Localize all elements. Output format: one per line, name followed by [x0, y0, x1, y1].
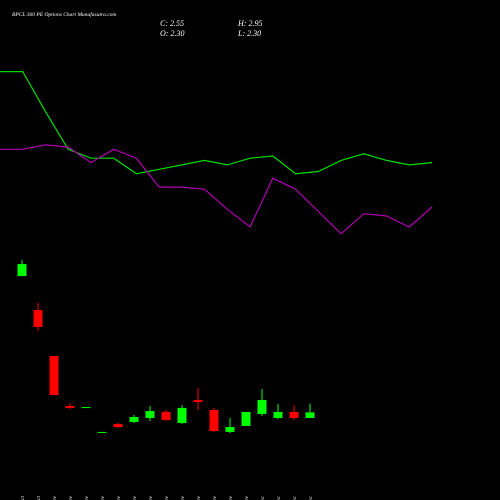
candle-body [113, 423, 123, 428]
x-tick-label: 02 Dec [276, 495, 282, 500]
x-tick-label: 19 Nov [132, 495, 138, 500]
x-tick-label: 04 Nov [67, 495, 74, 500]
x-tick-label: 20 Nov [148, 495, 154, 500]
candle-body [209, 409, 219, 432]
x-tick-label: 28 Nov [244, 495, 250, 500]
x-tick-label: 18 Nov [116, 495, 122, 500]
chart-title: BPCL 360 PE Options Chart Munafasutra.co… [12, 11, 116, 18]
candle-body [241, 411, 251, 426]
x-tick-label: 01 Dec [260, 495, 266, 500]
candle-body [97, 431, 107, 433]
candle-body [177, 407, 187, 424]
x-tick-label: 03 Nov [52, 495, 58, 500]
high-label: H: 2.95 [237, 19, 262, 28]
candle-body [17, 264, 27, 277]
x-tick-label: 27 Nov [228, 495, 234, 500]
candle-body [257, 399, 267, 414]
candle-body [161, 411, 171, 420]
candle-body [289, 411, 299, 418]
x-tick-label: 17 Nov [100, 495, 106, 500]
candle-body [129, 417, 139, 422]
close-label: C: 2.55 [160, 19, 184, 28]
candle-body [305, 412, 315, 418]
candle-body [273, 411, 283, 418]
candle-body [193, 399, 203, 402]
open-label: O: 2.30 [160, 29, 184, 38]
x-tick-label: 24 Nov [179, 495, 186, 500]
indicator-line [0, 70, 433, 175]
indicator-line [0, 144, 433, 235]
x-tick-label: 29 Oct [20, 496, 26, 500]
candle-body [81, 407, 91, 409]
candle-body [145, 411, 155, 418]
x-tick-label: 06 Nov [84, 495, 90, 500]
x-tick-label: 30 Oct [36, 496, 42, 500]
candle-body [33, 310, 43, 327]
x-tick-label: 26 Nov [212, 495, 218, 500]
candle-body [49, 356, 59, 396]
x-tick-label: 03 Dec [292, 495, 298, 500]
x-tick-label: 21 Nov [164, 495, 170, 500]
candle-body [225, 427, 235, 432]
x-tick-label: 25 Nov [196, 495, 202, 500]
low-label: L: 2.30 [237, 29, 261, 38]
candle-body [65, 405, 75, 408]
x-tick-label: 04 Dec [307, 495, 314, 500]
